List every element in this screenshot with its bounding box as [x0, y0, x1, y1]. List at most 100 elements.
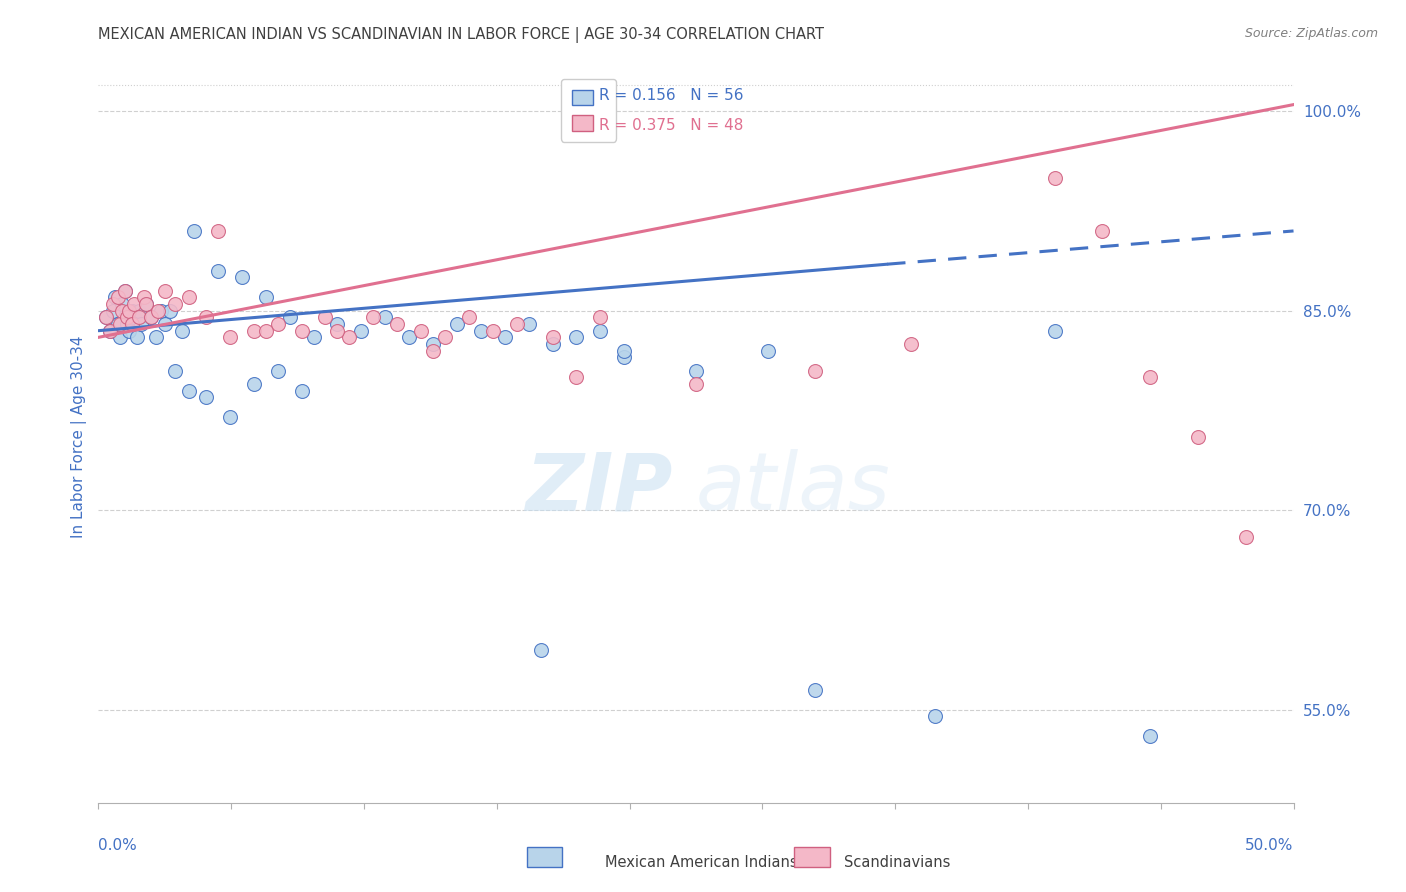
Point	[1139, 370, 1161, 384]
Point	[179, 384, 201, 398]
Point	[290, 384, 312, 398]
Point	[254, 290, 277, 304]
Point	[135, 297, 157, 311]
Point	[613, 351, 636, 365]
Point	[101, 297, 124, 311]
Point	[114, 284, 136, 298]
Text: Mexican American Indians: Mexican American Indians	[605, 855, 797, 870]
Point	[242, 324, 264, 338]
Point	[125, 330, 148, 344]
Point	[446, 317, 468, 331]
Text: Scandinavians: Scandinavians	[844, 855, 950, 870]
Point	[94, 310, 117, 325]
Point	[115, 310, 138, 325]
Point	[149, 303, 172, 318]
Point	[114, 284, 136, 298]
Point	[111, 297, 134, 311]
Point	[900, 337, 922, 351]
Point	[145, 330, 167, 344]
Point	[139, 310, 162, 325]
Point	[94, 310, 117, 325]
Point	[101, 303, 124, 318]
Point	[128, 310, 150, 325]
Point	[163, 363, 186, 377]
Point	[107, 317, 129, 331]
Point	[115, 317, 138, 331]
Point	[131, 317, 153, 331]
Point	[302, 330, 325, 344]
Point	[804, 363, 827, 377]
Point	[457, 310, 479, 325]
Point	[135, 297, 157, 311]
Point	[398, 330, 420, 344]
Point	[124, 297, 146, 311]
Point	[219, 330, 242, 344]
Point	[363, 310, 385, 325]
Text: ZIP: ZIP	[524, 450, 672, 527]
Point	[111, 303, 134, 318]
Text: Source: ZipAtlas.com: Source: ZipAtlas.com	[1244, 27, 1378, 40]
Point	[194, 390, 217, 404]
Point	[924, 709, 946, 723]
Text: R = 0.375   N = 48: R = 0.375 N = 48	[599, 118, 744, 133]
Point	[118, 303, 141, 318]
Point	[278, 310, 301, 325]
Point	[183, 224, 205, 238]
Point	[194, 310, 217, 325]
Point	[481, 324, 505, 338]
Point	[756, 343, 779, 358]
Point	[155, 317, 177, 331]
Y-axis label: In Labor Force | Age 30-34: In Labor Force | Age 30-34	[72, 335, 87, 539]
Point	[1043, 170, 1066, 185]
Point	[385, 317, 409, 331]
Point	[541, 337, 564, 351]
Point	[104, 290, 127, 304]
Point	[506, 317, 529, 331]
Text: 0.0%: 0.0%	[98, 838, 138, 854]
Point	[231, 270, 253, 285]
Point	[422, 337, 444, 351]
Point	[494, 330, 516, 344]
Point	[470, 324, 492, 338]
Point	[326, 324, 349, 338]
Point	[128, 303, 150, 318]
Point	[422, 343, 444, 358]
Point	[132, 290, 155, 304]
Point	[254, 324, 277, 338]
Point	[172, 324, 194, 338]
Point	[565, 370, 588, 384]
Point	[326, 317, 349, 331]
Point	[411, 324, 433, 338]
Point	[517, 317, 540, 331]
Point	[267, 317, 290, 331]
Point	[107, 290, 129, 304]
Point	[337, 330, 360, 344]
Point	[121, 303, 143, 318]
Point	[207, 224, 229, 238]
Point	[124, 310, 146, 325]
Text: 50.0%: 50.0%	[1246, 838, 1294, 854]
Point	[541, 330, 564, 344]
Point	[98, 324, 122, 338]
Point	[315, 310, 337, 325]
Point	[350, 324, 373, 338]
Point	[374, 310, 396, 325]
Point	[121, 317, 143, 331]
Point	[1043, 324, 1066, 338]
Point	[108, 330, 131, 344]
Point	[589, 324, 612, 338]
Point	[163, 297, 186, 311]
Point	[685, 376, 707, 391]
Point	[433, 330, 456, 344]
Point	[290, 324, 312, 338]
Point	[267, 363, 290, 377]
Point	[118, 324, 141, 338]
Text: atlas: atlas	[696, 450, 891, 527]
Point	[685, 363, 707, 377]
Text: MEXICAN AMERICAN INDIAN VS SCANDINAVIAN IN LABOR FORCE | AGE 30-34 CORRELATION C: MEXICAN AMERICAN INDIAN VS SCANDINAVIAN …	[98, 27, 824, 43]
Text: R = 0.156   N = 56: R = 0.156 N = 56	[599, 88, 744, 103]
Point	[219, 410, 242, 425]
Point	[1234, 530, 1257, 544]
Point	[207, 264, 229, 278]
Point	[1139, 729, 1161, 743]
